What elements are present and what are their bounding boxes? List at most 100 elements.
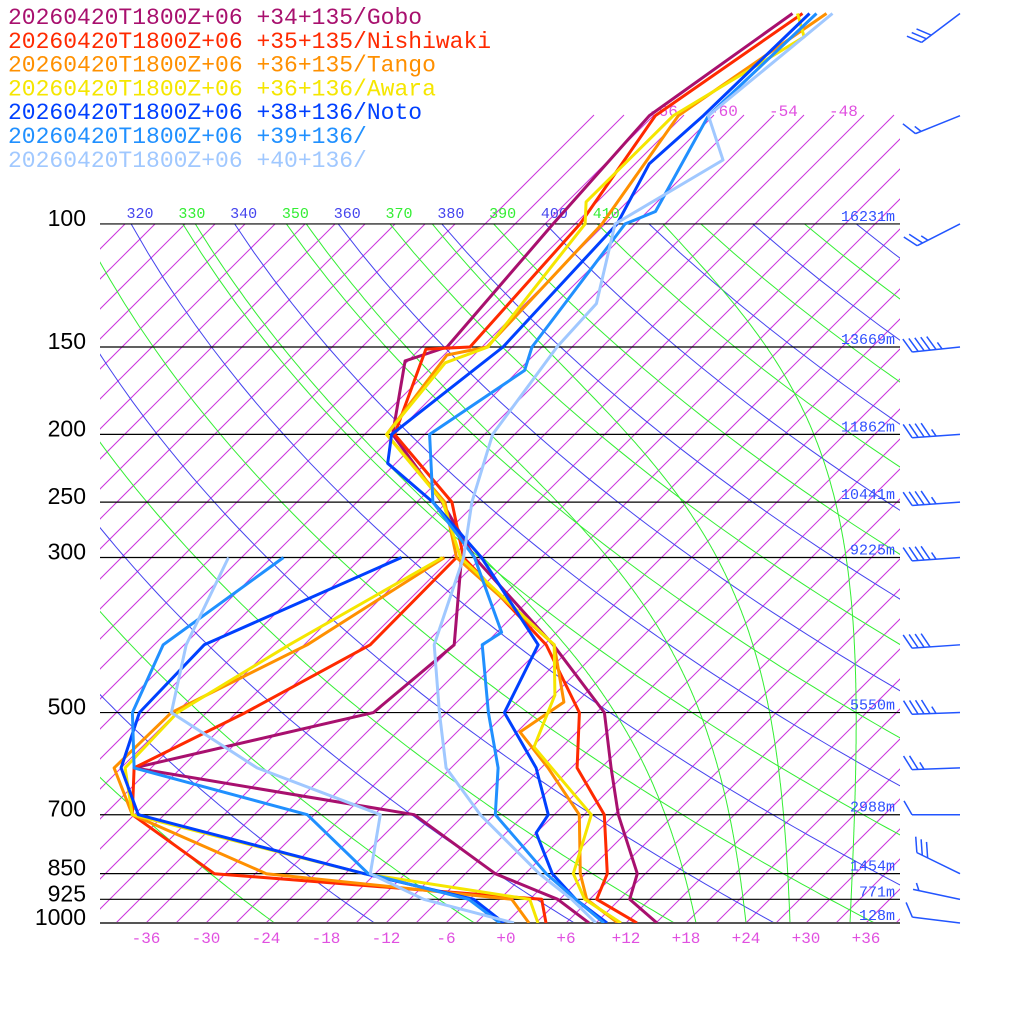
isotherm-line (535, 558, 900, 923)
height-label: 11862m (841, 419, 895, 436)
pressure-lines (100, 223, 900, 924)
dry-adiabat-label: 380 (437, 206, 464, 223)
pressure-label: 150 (48, 328, 86, 354)
wind-barb (902, 422, 961, 439)
dry-adiabat-line (804, 223, 900, 300)
wind-barb (902, 545, 961, 562)
wind-barb (902, 114, 961, 135)
x-tick-label: +36 (852, 930, 881, 948)
legend-entry: 20260420T1800Z+06 +39+136/ (8, 124, 367, 150)
x-tick-label: -12 (372, 930, 401, 948)
temperature-line (393, 12, 804, 923)
dry-adiabat-label: 350 (282, 206, 309, 223)
temperature-line (385, 12, 828, 923)
isotherm-line (655, 678, 900, 923)
wind-barb (912, 882, 961, 901)
isotherm-line (100, 114, 595, 610)
isotherm-line (475, 498, 900, 923)
height-label: 10441m (841, 487, 895, 504)
isotherm-line (355, 378, 900, 923)
x-tick-label: +6 (556, 930, 575, 948)
dry-adiabat-label: 390 (489, 206, 516, 223)
isotherm-line (295, 318, 900, 923)
isotherm-line (100, 114, 835, 850)
wind-barb (906, 12, 961, 44)
x-tick-label: +0 (496, 930, 515, 948)
height-label: 771m (859, 884, 895, 901)
isotherm-line (100, 114, 865, 880)
wind-barb (902, 755, 961, 771)
pressure-label: 925 (48, 880, 86, 906)
isotherm-label: -54 (769, 103, 798, 121)
isotherm-line (926, 115, 1024, 923)
wind-barb (902, 336, 961, 353)
dry-adiabat-label: 360 (334, 206, 361, 223)
pressure-label: 850 (48, 855, 86, 881)
isotherm-line (565, 588, 900, 923)
isotherm-line (100, 223, 366, 490)
isotherm-line (265, 288, 900, 923)
pressure-label: 200 (48, 415, 86, 441)
dry-adiabat-line (234, 223, 900, 787)
legend-entry: 20260420T1800Z+06 +36+136/Awara (8, 76, 436, 102)
isotherm-line (100, 223, 306, 430)
pressure-label: 500 (48, 694, 86, 720)
x-tick-label: -24 (252, 930, 281, 948)
isotherm-line (100, 223, 396, 520)
isotherm-line (100, 223, 456, 580)
wind-barb (902, 633, 961, 649)
isotherm-line (100, 223, 276, 400)
temperature-line (432, 12, 834, 923)
isotherm-line (100, 114, 745, 760)
legend-entry: 20260420T1800Z+06 +34+135/Gobo (8, 5, 422, 31)
height-label: 13669m (841, 332, 895, 349)
temperature-line (428, 12, 818, 923)
wind-barb (914, 836, 961, 875)
height-label: 1454m (850, 859, 895, 876)
legend-entry: 20260420T1800Z+06 +36+135/Tango (8, 53, 436, 79)
dewpoint-line (169, 556, 515, 923)
isotherm-line (685, 708, 900, 923)
isotherm-line (145, 168, 900, 923)
pressure-label: 100 (48, 205, 86, 231)
dry-adiabat-line (752, 223, 900, 341)
sounding-profiles (112, 12, 834, 923)
dewpoint-line (132, 557, 590, 923)
isotherm-line (100, 223, 216, 340)
isotherm-line (595, 618, 900, 923)
isotherm-line (805, 828, 900, 923)
height-label: 9225m (850, 542, 895, 559)
isotherm-line (205, 228, 900, 923)
pressure-label: 1000 (35, 904, 86, 930)
legend-entry: 20260420T1800Z+06 +38+136/Noto (8, 100, 422, 126)
isotherm-line (235, 258, 900, 923)
isotherm-line (100, 114, 655, 670)
isotherms (0, 114, 1024, 923)
pressure-label: 700 (48, 796, 86, 822)
isotherm-line (100, 223, 426, 550)
temperature-line (385, 13, 806, 923)
isotherm-line (715, 738, 900, 923)
wind-barb (905, 902, 961, 924)
wind-barbs (902, 12, 961, 924)
isotherm-line (0, 224, 5, 923)
isotherm-line (895, 918, 900, 923)
dewpoint-line (112, 556, 531, 923)
height-label: 128m (859, 908, 895, 925)
height-label: 16231m (841, 209, 895, 226)
isotherm-line (625, 648, 900, 923)
x-tick-label: +30 (792, 930, 821, 948)
isotherm-line (115, 138, 900, 923)
dry-adiabat-line (596, 223, 900, 468)
dry-adiabat-line (700, 223, 900, 383)
isotherm-line (100, 114, 775, 790)
pressure-label: 300 (48, 538, 86, 564)
isotherm-line (100, 114, 685, 700)
legend-entry: 20260420T1800Z+06 +40+136/ (8, 148, 367, 174)
wind-barb (902, 490, 961, 507)
dry-adiabat-label: 320 (127, 206, 154, 223)
legend: 20260420T1800Z+06 +34+135/Gobo 20260420T1… (8, 5, 491, 174)
isotherm-label: -48 (829, 103, 858, 121)
x-tick-label: -18 (312, 930, 341, 948)
